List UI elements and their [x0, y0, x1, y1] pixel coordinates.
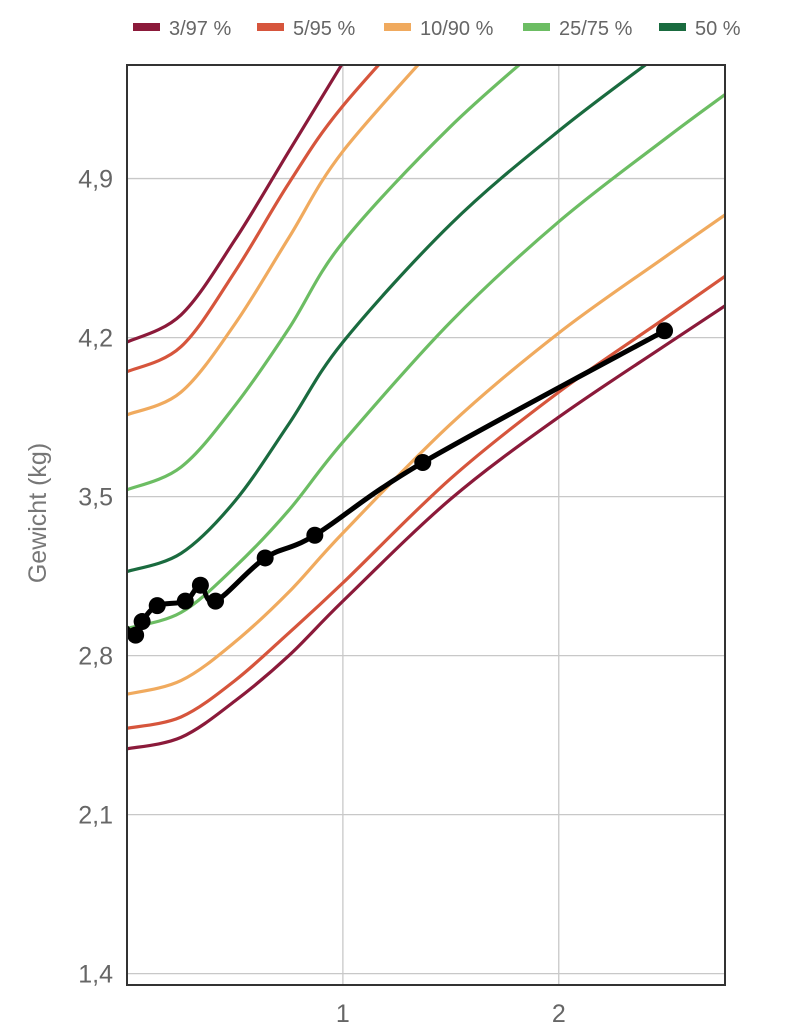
legend-label: 5/95 % — [293, 18, 355, 40]
percentile-curve — [127, 213, 725, 696]
percentile-curve — [127, 65, 522, 492]
y-tick-label: 2,1 — [78, 802, 113, 830]
legend-item: 3/97 % — [133, 18, 231, 40]
chart-legend: 3/97 % 5/95 % 10/90 % 25/75 % 50 % — [133, 18, 741, 40]
percentile-curve — [127, 92, 725, 630]
percentile-curve — [127, 65, 344, 344]
percentile-curve — [127, 65, 381, 374]
x-tick-label: 2 — [552, 1000, 566, 1024]
legend-swatch — [523, 23, 550, 31]
legend-label: 50 % — [695, 18, 741, 40]
measurement-point — [191, 576, 209, 594]
legend-item: 50 % — [659, 18, 741, 40]
x-tick-label: 1 — [336, 1000, 350, 1024]
y-tick-label: 2,8 — [78, 643, 113, 671]
measurement-series — [127, 322, 674, 644]
measurement-point — [127, 626, 145, 644]
measurement-point — [656, 322, 674, 340]
y-tick-label: 4,2 — [78, 325, 113, 353]
y-axis-title: Gewicht (kg) — [24, 443, 52, 583]
measurement-point — [207, 592, 225, 610]
legend-item: 25/75 % — [523, 18, 633, 40]
legend-swatch — [133, 23, 160, 31]
legend-item: 10/90 % — [384, 18, 494, 40]
percentile-curve — [127, 65, 648, 574]
y-tick-label: 4,9 — [78, 166, 113, 194]
measurement-point — [256, 549, 274, 567]
legend-swatch — [659, 23, 686, 31]
legend-label: 3/97 % — [169, 18, 231, 40]
measurement-point — [306, 526, 324, 544]
percentile-curve — [127, 304, 725, 751]
y-axis-ticks: 1,4 2,1 2,8 3,5 4,2 4,9 — [78, 166, 113, 989]
plot-area — [127, 65, 725, 751]
measurement-point — [133, 613, 151, 631]
legend-label: 25/75 % — [559, 18, 633, 40]
legend-swatch — [384, 23, 411, 31]
measurement-point — [148, 597, 166, 615]
y-tick-label: 3,5 — [78, 484, 113, 512]
percentile-curve — [127, 65, 421, 417]
plot-frame — [126, 64, 726, 986]
measurement-point — [414, 454, 432, 472]
legend-swatch — [257, 23, 284, 31]
percentile-curves — [127, 65, 725, 751]
percentile-curve — [127, 274, 725, 730]
legend-item: 5/95 % — [257, 18, 355, 40]
legend-label: 10/90 % — [420, 18, 494, 40]
y-tick-label: 1,4 — [78, 961, 113, 989]
chart-grid — [127, 65, 725, 985]
measurement-point — [176, 592, 194, 610]
